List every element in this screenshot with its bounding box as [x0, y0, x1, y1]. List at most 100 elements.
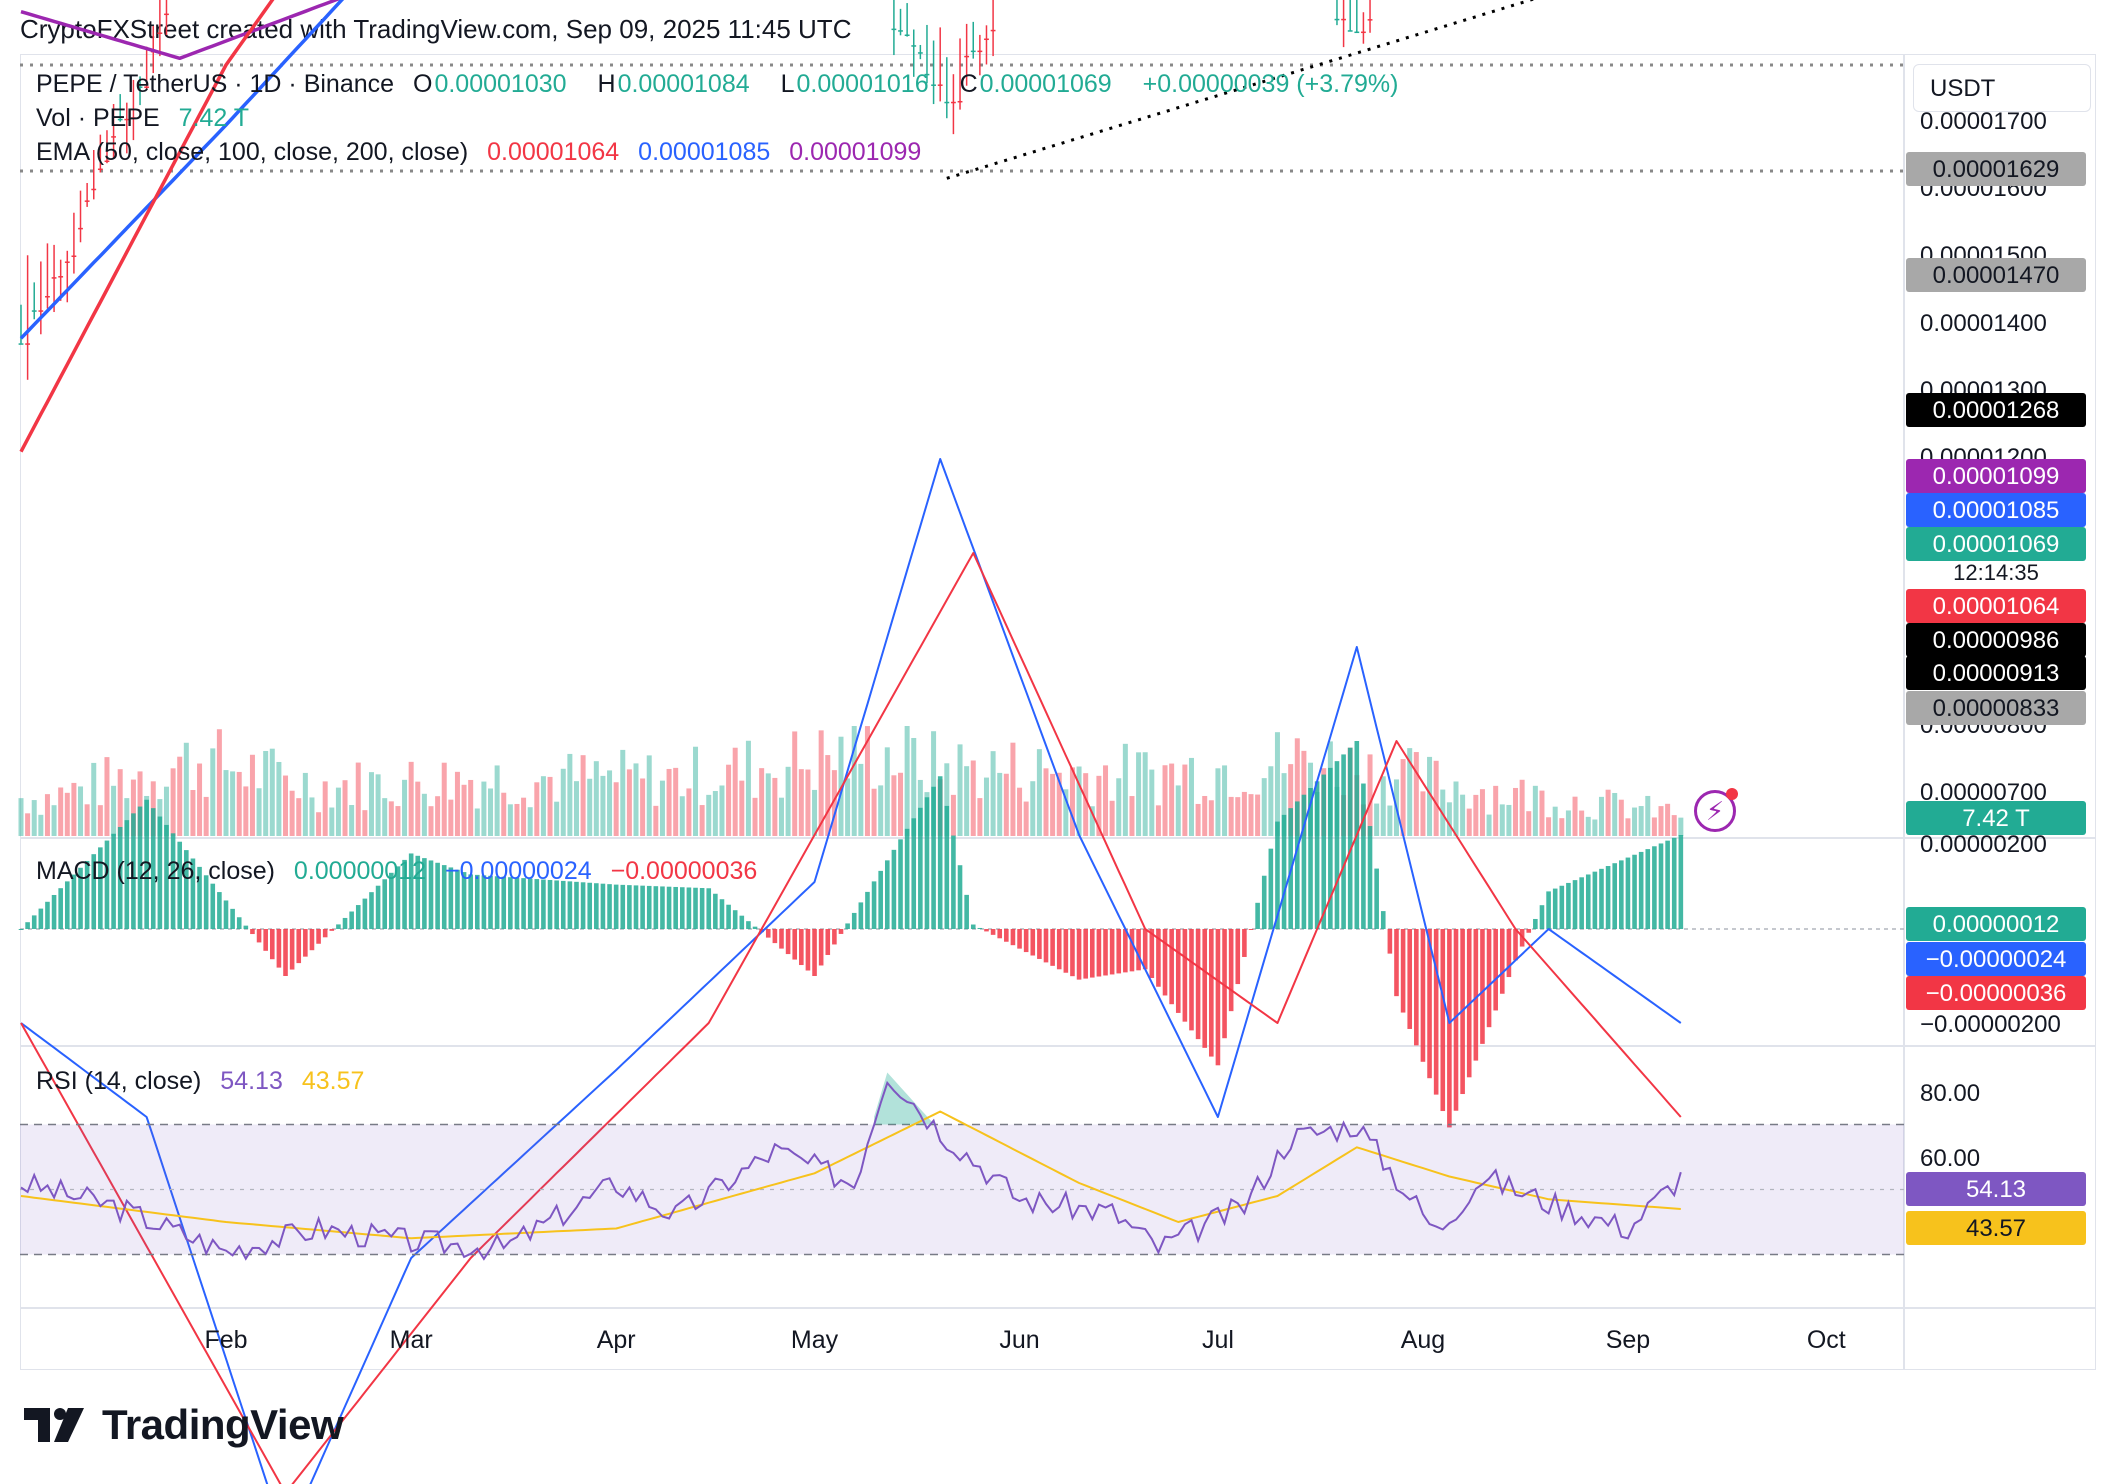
volume-bar: [289, 790, 295, 836]
volume-bar: [461, 784, 467, 836]
volume-bar: [1083, 773, 1089, 836]
macd-histogram-bar: [243, 925, 249, 929]
price-tag: 0.00000986: [1933, 627, 2060, 654]
macd-histogram-bar: [408, 853, 414, 929]
macd-tag: −0.00000036: [1926, 980, 2067, 1007]
candle: [131, 117, 136, 119]
macd-histogram-bar: [468, 874, 473, 929]
open-label: O: [413, 70, 433, 98]
macd-histogram-bar: [276, 929, 282, 968]
volume-bar: [878, 785, 884, 836]
volume-bar: [964, 766, 970, 836]
currency-selector[interactable]: USDT: [1913, 64, 2091, 112]
macd-histogram-bar: [1017, 929, 1022, 949]
volume-bar: [765, 773, 771, 836]
volume-bar: [726, 764, 732, 836]
macd-tag: −0.00000024: [1926, 946, 2067, 973]
macd-histogram-bar: [970, 924, 976, 929]
macd-histogram-bar: [818, 929, 824, 966]
volume-bar: [1519, 779, 1525, 836]
macd-histogram-bar: [891, 849, 897, 929]
macd-histogram-bar: [190, 858, 196, 929]
volume-bar: [1612, 792, 1618, 836]
macd-histogram-bar: [1083, 929, 1088, 979]
macd-histogram-bar: [1242, 929, 1247, 957]
macd-label[interactable]: MACD (12, 26, close): [36, 857, 275, 885]
macd-histogram-bar: [613, 884, 619, 929]
volume-bar: [1645, 795, 1651, 836]
macd-histogram-bar: [1096, 929, 1102, 977]
macd-histogram-bar: [739, 915, 745, 929]
volume-bar: [1208, 800, 1214, 836]
volume-bar: [388, 801, 394, 836]
volume-bar: [1175, 785, 1181, 836]
macd-histogram-bar: [1228, 929, 1234, 1012]
rsi-label[interactable]: RSI (14, close): [36, 1067, 202, 1095]
macd-histogram-bar: [104, 840, 110, 929]
volume-bar: [163, 786, 169, 836]
macd-histogram-bar: [362, 898, 368, 929]
macd-histogram-bar: [865, 891, 870, 929]
macd-histogram-bar: [210, 883, 216, 929]
volume-bar: [355, 762, 361, 836]
macd-histogram-bar: [1566, 882, 1571, 929]
x-tick-label: Apr: [597, 1326, 636, 1354]
candle: [944, 101, 950, 104]
symbol-label[interactable]: PEPE / TetherUS · 1D · Binance: [36, 70, 395, 98]
volume-label[interactable]: Vol · PEPE: [36, 104, 160, 132]
volume-bar: [706, 794, 712, 836]
macd-histogram-bar: [1638, 851, 1644, 929]
volume-bar: [507, 804, 513, 836]
macd-histogram-bar: [752, 926, 758, 929]
candle: [1334, 18, 1340, 21]
macd-histogram-bar: [303, 929, 308, 957]
volume-bar: [1241, 791, 1247, 836]
price-tag: 0.00001099: [1933, 463, 2060, 490]
rsi-tick-label: 60.00: [1920, 1145, 1980, 1172]
volume-bar: [1506, 804, 1512, 836]
candle: [78, 227, 83, 230]
macd-histogram-bar: [1195, 929, 1201, 1040]
volume-bar: [1215, 768, 1221, 836]
volume-bar: [276, 761, 282, 836]
volume-bar: [177, 756, 183, 836]
volume-bar: [712, 791, 718, 836]
volume-bar: [845, 778, 851, 836]
macd-histogram-bar: [382, 879, 388, 929]
volume-bar: [1380, 776, 1386, 836]
ema-label[interactable]: EMA (50, close, 100, close, 200, close): [36, 138, 469, 166]
volume-bar: [1632, 807, 1638, 836]
volume-bar: [911, 737, 917, 836]
macd-hist-value: 0.00000012: [293, 857, 427, 885]
tradingview-logo[interactable]: TradingView: [24, 1400, 344, 1450]
macd-histogram-bar: [25, 922, 30, 929]
volume-bar: [1043, 768, 1049, 836]
volume-bar: [474, 808, 480, 836]
trendline: [946, 0, 1536, 180]
macd-histogram-bar: [660, 886, 665, 929]
ema50-line: [19, 0, 275, 453]
price-tag-bg: [1906, 656, 2086, 690]
volume-bar: [864, 726, 870, 836]
macd-histogram-bar: [706, 888, 712, 929]
volume-bar: [1618, 799, 1624, 836]
lightning-icon[interactable]: ⚡: [1694, 790, 1736, 832]
macd-histogram-bar: [534, 879, 540, 929]
volume-bar: [931, 731, 937, 836]
macd-histogram-bar: [184, 850, 189, 929]
macd-histogram-bar: [402, 859, 407, 929]
volume-value: 7.42 T: [178, 104, 250, 132]
volume-bar: [375, 774, 381, 836]
macd-histogram-bar: [494, 876, 500, 929]
macd-histogram-bar: [38, 908, 44, 929]
volume-bar: [673, 767, 679, 836]
macd-histogram-bar: [18, 929, 24, 930]
volume-bar: [1122, 743, 1128, 836]
macd-histogram-bar: [1255, 902, 1260, 929]
volume-bar: [1407, 748, 1413, 836]
ema50-value: 0.00001064: [487, 138, 620, 166]
volume-bar: [395, 806, 401, 836]
x-tick-label: Jun: [999, 1326, 1039, 1354]
x-tick-label: Aug: [1401, 1326, 1445, 1354]
